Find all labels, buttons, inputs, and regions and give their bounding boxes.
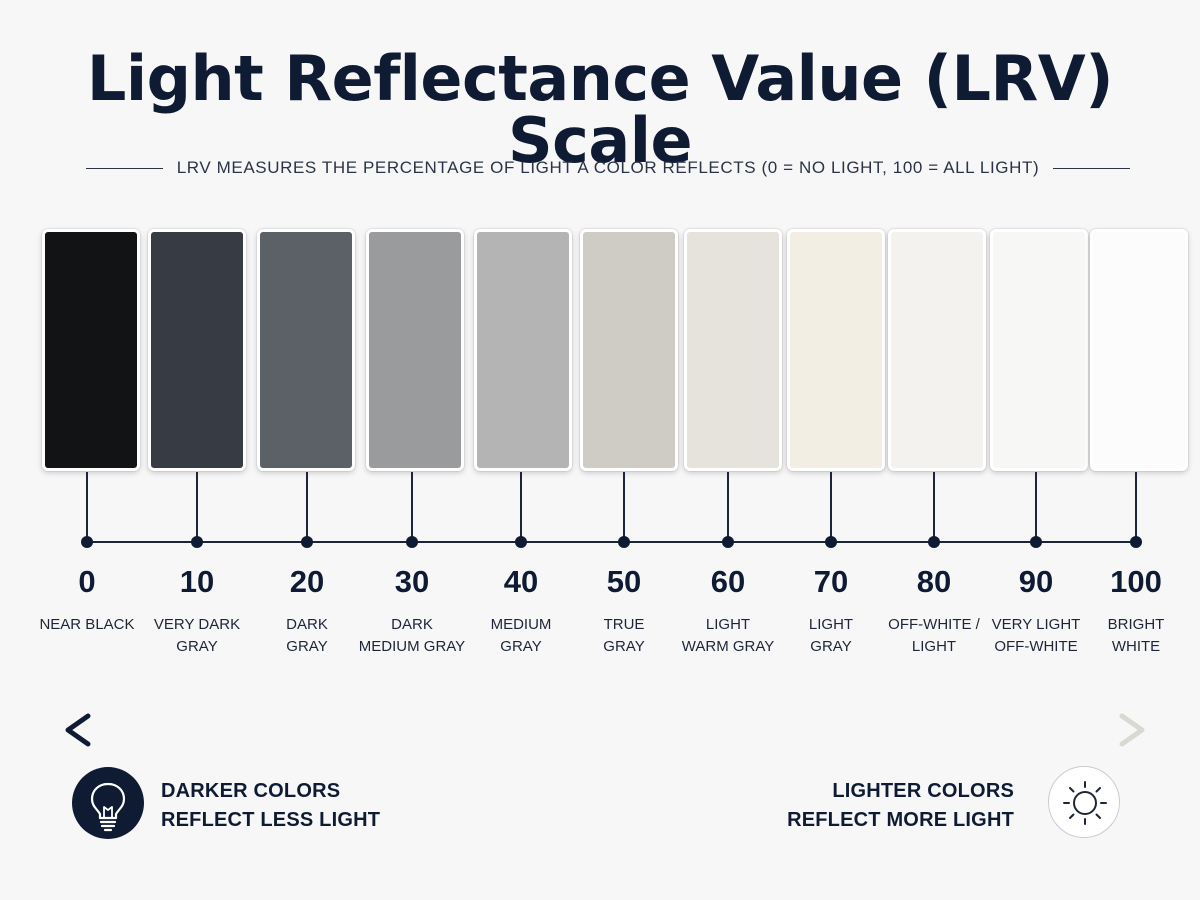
- color-name-label: DARK GRAY: [242, 614, 372, 658]
- scale-dot: [928, 536, 940, 548]
- label-line2: OFF-WHITE: [994, 638, 1078, 655]
- lrv-value: 70: [813, 564, 849, 599]
- lrv-value: 100: [1110, 564, 1162, 599]
- color-name-label: VERY LIGHT OFF-WHITE: [971, 614, 1101, 658]
- color-swatch: [148, 229, 246, 471]
- color-swatch: [474, 229, 572, 471]
- color-swatch: [257, 229, 355, 471]
- stem-line: [306, 472, 308, 542]
- stem-line: [411, 472, 413, 542]
- label-line1: VERY DARK: [153, 616, 241, 633]
- label-line2: MEDIUM GRAY: [358, 638, 466, 655]
- label-line1: NEAR BLACK: [39, 616, 135, 633]
- lrv-value: 0: [78, 564, 96, 599]
- color-swatch: [1090, 229, 1188, 471]
- sun-icon: [1048, 766, 1120, 838]
- lrv-value: 80: [916, 564, 952, 599]
- direction-arrow: [60, 712, 1150, 752]
- label-line1: TRUE: [603, 616, 645, 633]
- scale-axis-line: [87, 541, 1136, 543]
- color-swatch: [787, 229, 885, 471]
- label-line2: WARM GRAY: [681, 638, 775, 655]
- darker-colors-caption: DARKER COLORS REFLECT LESS LIGHT: [161, 777, 380, 835]
- stem-line: [1135, 472, 1137, 542]
- lrv-value: 90: [1018, 564, 1054, 599]
- label-line2: GRAY: [500, 638, 542, 655]
- scale-dot: [618, 536, 630, 548]
- label-line2: GRAY: [176, 638, 218, 655]
- subtitle-rule-left: [86, 167, 163, 169]
- stem-line: [933, 472, 935, 542]
- label-line2: WHITE: [1111, 638, 1161, 655]
- lrv-value: 20: [289, 564, 325, 599]
- page-title: Light Reflectance Value (LRV) Scale: [86, 42, 1114, 177]
- scale-dot: [825, 536, 837, 548]
- color-name-label: TRUE GRAY: [559, 614, 689, 658]
- lightbulb-icon: [72, 767, 144, 839]
- label-line1: DARK: [391, 616, 433, 633]
- stem-line: [196, 472, 198, 542]
- lrv-value: 60: [710, 564, 746, 599]
- lighter-caption-line2: REFLECT MORE LIGHT: [787, 809, 1014, 831]
- color-name-label: NEAR BLACK: [22, 614, 152, 636]
- color-swatch: [366, 229, 464, 471]
- darker-caption-line1: DARKER COLORS: [161, 780, 341, 802]
- stem-line: [623, 472, 625, 542]
- color-name-label: BRIGHT WHITE: [1071, 614, 1200, 658]
- label-line1: OFF-WHITE /: [888, 616, 980, 633]
- scale-dot: [301, 536, 313, 548]
- stem-line: [727, 472, 729, 542]
- lrv-value: 40: [503, 564, 539, 599]
- scale-dot: [722, 536, 734, 548]
- label-line1: LIGHT: [705, 616, 751, 633]
- darker-caption-line2: REFLECT LESS LIGHT: [161, 809, 381, 831]
- color-name-label: VERY DARK GRAY: [132, 614, 262, 658]
- color-name-label: DARK MEDIUM GRAY: [347, 614, 477, 658]
- label-line1: VERY LIGHT: [991, 616, 1081, 633]
- scale-dot: [406, 536, 418, 548]
- scale-dot: [515, 536, 527, 548]
- scale-dot: [191, 536, 203, 548]
- stem-line: [86, 472, 88, 542]
- lrv-value: 10: [179, 564, 215, 599]
- color-name-label: LIGHT WARM GRAY: [663, 614, 793, 658]
- label-line1: MEDIUM: [490, 616, 552, 633]
- color-name-label: LIGHT GRAY: [766, 614, 896, 658]
- stem-line: [830, 472, 832, 542]
- color-name-label: OFF-WHITE / LIGHT: [869, 614, 999, 658]
- color-swatch: [684, 229, 782, 471]
- subtitle-row: LRV MEASURES THE PERCENTAGE OF LIGHT A C…: [86, 155, 1130, 181]
- color-name-label: MEDIUM GRAY: [456, 614, 586, 658]
- lighter-colors-caption: LIGHTER COLORS REFLECT MORE LIGHT: [787, 777, 1014, 835]
- lrv-value: 50: [606, 564, 642, 599]
- label-line2: GRAY: [810, 638, 852, 655]
- label-line1: BRIGHT: [1107, 616, 1165, 633]
- scale-dot: [1030, 536, 1042, 548]
- subtitle: LRV MEASURES THE PERCENTAGE OF LIGHT A C…: [176, 158, 1040, 177]
- label-line2: GRAY: [286, 638, 328, 655]
- stem-line: [520, 472, 522, 542]
- label-line2: GRAY: [603, 638, 645, 655]
- label-line1: LIGHT: [808, 616, 854, 633]
- stem-line: [1035, 472, 1037, 542]
- color-swatch: [42, 229, 140, 471]
- color-swatch: [888, 229, 986, 471]
- subtitle-rule-right: [1053, 167, 1130, 169]
- lrv-value: 30: [394, 564, 430, 599]
- lighter-caption-line1: LIGHTER COLORS: [832, 780, 1014, 802]
- color-swatch: [580, 229, 678, 471]
- color-swatch: [990, 229, 1088, 471]
- scale-dot: [1130, 536, 1142, 548]
- label-line1: DARK: [286, 616, 328, 633]
- scale-dot: [81, 536, 93, 548]
- label-line2: LIGHT: [911, 638, 957, 655]
